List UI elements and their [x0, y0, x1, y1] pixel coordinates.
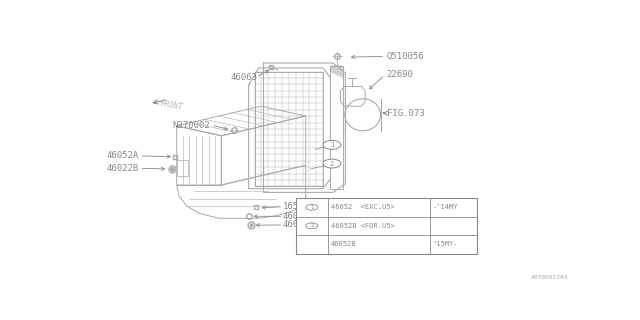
Text: -’14MY: -’14MY [433, 204, 458, 210]
Text: 1: 1 [330, 142, 334, 148]
FancyBboxPatch shape [296, 198, 477, 253]
Circle shape [323, 140, 341, 149]
Text: 16546: 16546 [282, 202, 309, 211]
Circle shape [306, 204, 318, 210]
Text: 46052B: 46052B [331, 241, 356, 247]
Text: 46083: 46083 [282, 212, 309, 221]
Text: ’15MY-: ’15MY- [433, 241, 458, 247]
Text: 22690: 22690 [387, 70, 413, 79]
Text: 46052B <FOR.U5>: 46052B <FOR.U5> [331, 223, 395, 229]
Text: 46052A: 46052A [106, 151, 138, 160]
Text: 2: 2 [310, 223, 314, 228]
Text: 1: 1 [310, 205, 314, 210]
Text: 46022: 46022 [282, 220, 309, 229]
Text: FRONT: FRONT [159, 99, 184, 112]
Text: 46052  <EXC.U5>: 46052 <EXC.U5> [331, 204, 395, 210]
Text: 46063: 46063 [230, 73, 257, 82]
Circle shape [306, 223, 318, 229]
Text: N370002: N370002 [172, 121, 210, 130]
Circle shape [323, 159, 341, 168]
Text: 46022B: 46022B [106, 164, 138, 173]
Text: Q510056: Q510056 [387, 52, 424, 61]
Bar [330, 66, 343, 189]
Text: A070001294: A070001294 [531, 276, 568, 280]
Text: 2: 2 [330, 161, 334, 167]
Text: FIG.073: FIG.073 [387, 108, 424, 117]
